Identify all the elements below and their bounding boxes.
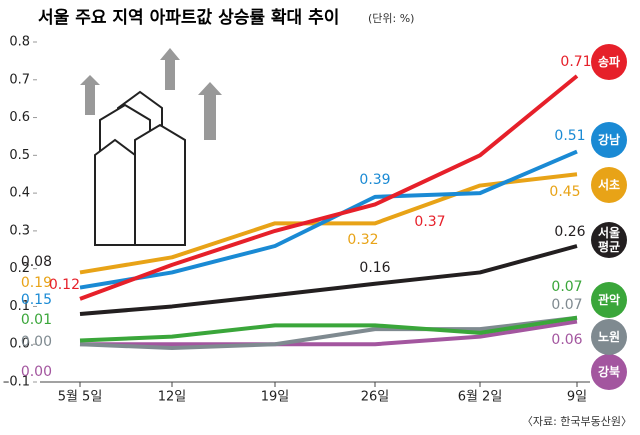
value-label: 0.71 xyxy=(560,54,591,70)
y-tick-label: 0.7 xyxy=(9,72,30,87)
legend-entry: 노원 xyxy=(597,330,621,344)
y-tick-label: 0.0 xyxy=(9,337,30,352)
value-label: 0.51 xyxy=(554,128,585,144)
y-tick-label: 0.5 xyxy=(9,148,30,163)
legend-badge xyxy=(591,222,627,258)
y-tick-label: 0.6 xyxy=(9,110,30,125)
legend-badge xyxy=(591,319,627,355)
value-label: 0.39 xyxy=(359,172,390,188)
y-tick-label: 0.8 xyxy=(9,35,30,50)
chart-title: 서울 주요 지역 아파트값 상승률 확대 추이 xyxy=(38,8,339,28)
x-tick-label: 19일 xyxy=(261,390,290,405)
value-label: 0.12 xyxy=(49,277,80,293)
value-label: 0.32 xyxy=(347,232,378,248)
series-line xyxy=(79,315,578,350)
legend-label: 노원 xyxy=(597,330,621,344)
y-tick-label: 0.2 xyxy=(9,261,30,276)
legend-badge xyxy=(591,167,627,203)
y-tick-label: –0.1 xyxy=(3,375,30,390)
source: 〈자료: 한국부동산원〉 xyxy=(522,415,632,428)
y-tick-label: 0.4 xyxy=(9,186,30,201)
value-label: 0.26 xyxy=(554,224,585,240)
value-label: 0.07 xyxy=(551,297,582,313)
series-line xyxy=(79,149,578,290)
x-tick-label: 6월 2일 xyxy=(458,390,503,405)
legend-entry: 강북 xyxy=(597,365,621,379)
value-label: 0.16 xyxy=(359,260,390,276)
series-line xyxy=(79,74,579,301)
legend-label: 서초 xyxy=(597,178,621,192)
legend-badge xyxy=(591,282,627,318)
legend-entry: 관악 xyxy=(597,293,621,307)
legend-badge xyxy=(591,122,627,158)
y-tick-label: 0.1 xyxy=(9,299,30,314)
legend-label: 강남 xyxy=(597,133,621,147)
x-tick-label: 12일 xyxy=(158,390,187,405)
value-label: 0.19 xyxy=(21,275,52,291)
building-icon xyxy=(80,48,222,246)
legend-entry: 송파 xyxy=(597,55,621,69)
value-label: 0.15 xyxy=(21,292,52,308)
value-label: 0.00 xyxy=(21,334,52,350)
x-tick-label: 5월 5일 xyxy=(58,390,103,405)
legend-label: 관악 xyxy=(597,293,621,307)
series-line xyxy=(80,319,578,347)
series-line xyxy=(79,315,578,343)
legend-label: 서울 평균 xyxy=(597,226,621,254)
legend-badge xyxy=(591,354,627,390)
value-label: 0.07 xyxy=(551,279,582,295)
series-line xyxy=(79,244,578,316)
value-label: 0.00 xyxy=(21,364,52,380)
unit: (단위: %) xyxy=(368,12,414,25)
value-label: 0.37 xyxy=(414,214,445,230)
legend-label: 강북 xyxy=(597,365,621,379)
y-tick-label: 0.3 xyxy=(9,223,30,238)
legend-entry: 강남 xyxy=(597,133,621,147)
legend-entry: 서초 xyxy=(597,178,621,192)
value-label: 0.01 xyxy=(21,312,52,328)
value-label: 0.06 xyxy=(551,332,582,348)
x-tick-label: 9일 xyxy=(567,390,587,405)
value-label: 0.08 xyxy=(21,254,52,270)
legend-badge xyxy=(591,44,627,80)
x-tick-label: 26일 xyxy=(361,390,390,405)
legend-label: 송파 xyxy=(597,55,621,69)
value-label: 0.45 xyxy=(549,184,580,200)
legend-entry: 서울 평균 xyxy=(597,226,621,254)
